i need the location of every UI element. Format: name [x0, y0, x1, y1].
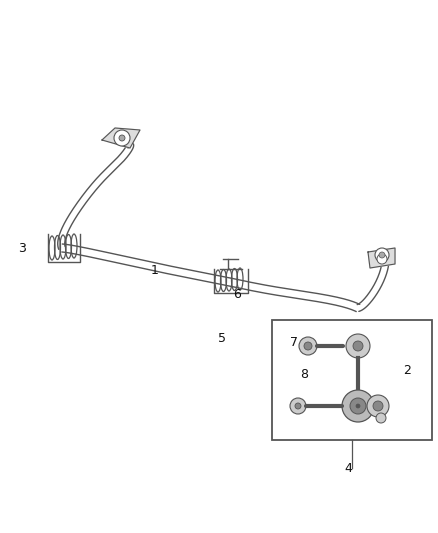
Circle shape — [304, 342, 312, 350]
Text: 6: 6 — [233, 288, 241, 302]
Polygon shape — [368, 248, 395, 268]
Circle shape — [350, 398, 366, 414]
Text: 8: 8 — [300, 367, 308, 381]
Text: 4: 4 — [344, 462, 352, 474]
Circle shape — [367, 395, 389, 417]
Circle shape — [356, 404, 360, 408]
Circle shape — [295, 403, 301, 409]
Circle shape — [290, 398, 306, 414]
Circle shape — [353, 341, 363, 351]
Circle shape — [373, 401, 383, 411]
Text: 7: 7 — [290, 335, 298, 349]
Circle shape — [119, 135, 125, 141]
Text: 1: 1 — [151, 263, 159, 277]
Circle shape — [375, 248, 389, 262]
Circle shape — [376, 413, 386, 423]
Bar — [272, 320, 432, 440]
Text: 2: 2 — [403, 364, 411, 376]
Circle shape — [346, 334, 370, 358]
Circle shape — [377, 254, 387, 264]
Polygon shape — [102, 128, 140, 148]
Circle shape — [379, 252, 385, 258]
Text: 5: 5 — [218, 332, 226, 344]
Text: 3: 3 — [18, 241, 26, 254]
Circle shape — [114, 130, 130, 146]
Circle shape — [299, 337, 317, 355]
Circle shape — [342, 390, 374, 422]
